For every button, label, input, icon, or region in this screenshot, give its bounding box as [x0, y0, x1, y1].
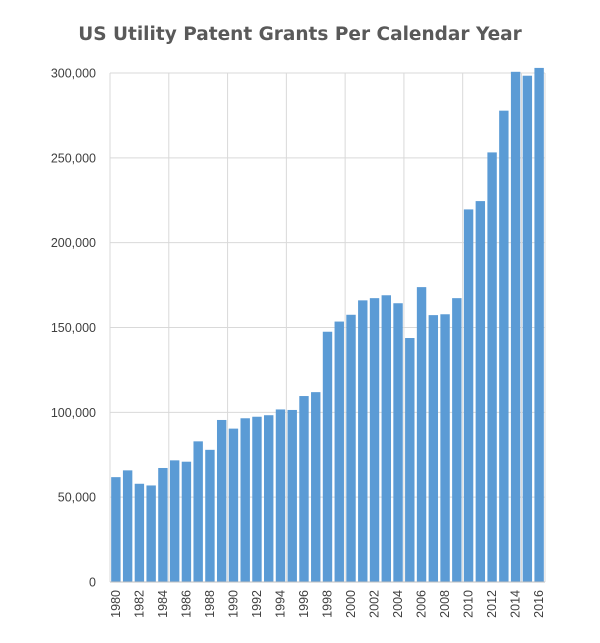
bar-1980	[111, 477, 120, 582]
bar-1991	[241, 418, 250, 582]
x-tick-label: 2014	[509, 590, 523, 618]
bar-2005	[405, 338, 414, 582]
bar-1998	[323, 332, 332, 582]
x-tick-label: 2008	[438, 590, 452, 618]
bar-1992	[252, 417, 261, 582]
x-tick-label: 2002	[368, 590, 382, 618]
bar-2008	[440, 314, 449, 582]
bar-1990	[229, 429, 238, 582]
y-tick-label: 50,000	[58, 491, 96, 505]
bar-1999	[335, 322, 344, 582]
bar-1985	[170, 460, 179, 582]
bar-2001	[358, 300, 367, 582]
bar-1995	[288, 410, 297, 582]
bar-2011	[476, 201, 485, 582]
bar-1987	[193, 441, 202, 582]
x-tick-label: 1984	[156, 590, 170, 618]
x-tick-label: 1990	[226, 590, 240, 618]
bar-layer	[110, 68, 545, 582]
bar-2014	[511, 72, 520, 582]
y-tick-label: 0	[89, 576, 96, 590]
x-tick-label: 1992	[250, 590, 264, 618]
bar-2002	[370, 298, 379, 582]
bar-2012	[487, 152, 496, 582]
x-tick-label: 2004	[391, 590, 405, 618]
bar-2000	[346, 315, 355, 582]
bar-2009	[452, 298, 461, 582]
bar-1988	[205, 450, 214, 582]
y-tick-label: 150,000	[51, 321, 96, 335]
bar-1994	[276, 409, 285, 582]
x-tick-label: 2016	[532, 590, 546, 618]
x-tick-label: 1982	[132, 590, 146, 618]
bar-2015	[523, 76, 532, 582]
x-tick-label: 1994	[273, 590, 287, 618]
y-axis-tick-labels: 0 50,000 100,000 150,000 200,000 250,000 300,0…	[51, 67, 96, 590]
bar-1997	[311, 392, 320, 582]
x-tick-label: 1980	[109, 590, 123, 618]
bar-1981	[123, 470, 132, 582]
bar-2003	[382, 295, 391, 582]
bar-1993	[264, 415, 273, 582]
bar-1983	[146, 485, 155, 582]
x-tick-label: 2000	[344, 590, 358, 618]
x-tick-label: 2010	[462, 590, 476, 618]
bar-2004	[393, 303, 402, 582]
x-tick-label: 2006	[415, 590, 429, 618]
bar-2013	[499, 111, 508, 582]
bar-1996	[299, 396, 308, 582]
x-tick-label: 1996	[297, 590, 311, 618]
y-tick-label: 200,000	[51, 236, 96, 250]
y-tick-label: 100,000	[51, 406, 96, 420]
x-tick-label: 1988	[203, 590, 217, 618]
bar-1984	[158, 468, 167, 582]
bar-2007	[429, 315, 438, 582]
bar-2016	[534, 68, 543, 582]
bar-2006	[417, 287, 426, 582]
bar-2010	[464, 209, 473, 582]
x-tick-label: 1986	[179, 590, 193, 618]
bar-1982	[135, 484, 144, 582]
x-tick-label: 1998	[321, 590, 335, 618]
bar-1989	[217, 420, 226, 582]
x-axis-tick-labels: 1980 1982 1984 1986 1988 1990 1992 1994 1996 1998…	[109, 590, 546, 618]
y-tick-label: 300,000	[51, 67, 96, 81]
x-tick-label: 2012	[485, 590, 499, 618]
y-tick-label: 250,000	[51, 151, 96, 165]
bar-1986	[182, 462, 191, 582]
